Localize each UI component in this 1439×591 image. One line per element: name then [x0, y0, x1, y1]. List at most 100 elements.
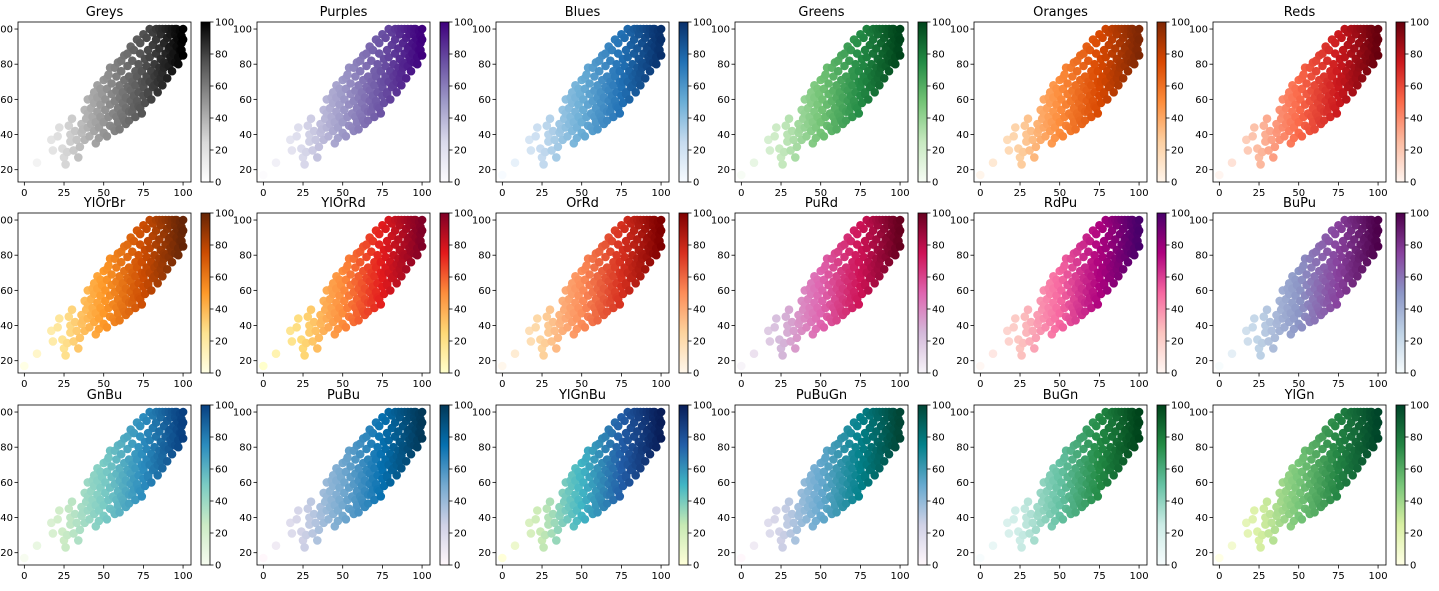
scatter-point [1134, 418, 1144, 427]
scatter-point [107, 79, 116, 88]
scatter-point [308, 337, 317, 346]
scatter-point [846, 428, 856, 438]
scatter-point [656, 24, 666, 34]
colorbar-gradient [200, 404, 211, 566]
scatter-point [846, 236, 856, 246]
scatter-points [259, 407, 427, 563]
scatter-point [772, 123, 781, 132]
x-tick-label: 100 [1130, 379, 1149, 390]
x-tick-label: 50 [575, 188, 588, 199]
x-tick-label: 75 [1093, 188, 1106, 199]
x-tick-label: 75 [137, 379, 150, 390]
scatter-point [1084, 56, 1093, 65]
scatter-point [778, 543, 787, 552]
scatter-point [1242, 135, 1251, 145]
scatter-point [1373, 35, 1383, 44]
scatter-point [397, 272, 406, 281]
scatter-point [1248, 132, 1257, 141]
x-tick-label: 25 [58, 188, 71, 199]
y-tick-label: 100 [950, 216, 969, 227]
scatter-point [976, 170, 985, 180]
scatter-point [1087, 303, 1096, 313]
scatter-point [341, 132, 351, 141]
scatter-point [580, 132, 590, 141]
scatter-point [656, 226, 666, 235]
scatter-point [140, 98, 150, 108]
scatter-point [786, 146, 795, 155]
scatter-point [895, 434, 905, 443]
scatter-point [1134, 51, 1144, 60]
scatter-point [620, 33, 629, 43]
colorbar-tick-label: 60 [215, 82, 228, 93]
scatter-point [401, 74, 411, 83]
colorbar-tick-label: 0 [693, 178, 699, 189]
scatter-point [124, 116, 134, 125]
panel-title: OrRd [566, 196, 599, 211]
axes-frame [17, 21, 192, 183]
x-tick-label: 100 [413, 571, 432, 582]
panel-title: RdPu [1044, 196, 1077, 211]
scatter-point [1323, 56, 1332, 65]
colorbar-gradient [917, 21, 928, 183]
scatter-point [607, 45, 617, 55]
scatter-point [593, 316, 602, 325]
scatter-point [1101, 243, 1110, 253]
scatter-point [1079, 240, 1088, 249]
x-tick-label: 0 [738, 379, 744, 390]
y-tick-label: 80 [1195, 443, 1208, 454]
y-tick-label: 20 [478, 548, 491, 559]
x-tick-label: 100 [891, 379, 910, 390]
scatter-point [862, 52, 871, 62]
scatter-point [1025, 337, 1034, 346]
scatter-point [271, 158, 281, 167]
scatter-point [363, 116, 373, 125]
scatter-point [53, 515, 62, 524]
scatter-point [178, 35, 188, 44]
scatter-point [162, 457, 172, 466]
x-tick-label: 0 [1216, 188, 1222, 199]
scatter-point [368, 428, 378, 438]
scatter-point [1134, 24, 1144, 34]
colorbar-tick-label: 100 [693, 401, 712, 412]
scatter-point [397, 464, 406, 473]
y-tick-label: 60 [1195, 95, 1208, 106]
scatter-point [1373, 51, 1383, 60]
scatter-point [606, 439, 615, 449]
scatter-point [368, 236, 378, 246]
scatter-point [128, 56, 137, 65]
panel-greys: Greys 0 25 50 75 100 20 40 60 80 100 0 20 40 60 80 100 [0, 5, 234, 199]
y-tick-label: 80 [478, 251, 491, 262]
scatter-point [381, 224, 390, 234]
colorbar-tick-label: 60 [1171, 82, 1184, 93]
x-tick-label: 75 [1332, 188, 1345, 199]
scatter-point [32, 541, 42, 550]
colorbar-tick-label: 80 [1410, 241, 1423, 252]
y-tick-label: 100 [711, 25, 730, 36]
colorbar-tick-label: 20 [1171, 337, 1184, 348]
scatter-point [1071, 125, 1080, 134]
axes-frame [256, 21, 431, 183]
x-tick-label: 100 [652, 188, 671, 199]
scatter-point [72, 326, 81, 336]
scatter-point [1227, 158, 1237, 167]
panel-purd: PuRd 0 25 50 75 100 20 40 60 80 100 0 20 40 60 80 100 [711, 196, 951, 390]
y-tick-label: 80 [956, 251, 969, 262]
scatter-point [533, 506, 542, 515]
scatter-point [1071, 316, 1080, 325]
scatter-point [1357, 74, 1367, 83]
scatter-point [840, 432, 849, 441]
y-tick-label: 80 [0, 251, 13, 262]
scatter-point [392, 279, 402, 288]
scatter-points [498, 24, 666, 180]
scatter-point [631, 88, 640, 97]
scatter-point [1025, 529, 1034, 538]
y-tick-label: 40 [717, 321, 730, 332]
scatter-point [1342, 95, 1351, 104]
scatter-point [313, 536, 322, 545]
scatter-point [1090, 59, 1099, 69]
scatter-point [1063, 462, 1072, 471]
colorbar-tick-label: 60 [215, 273, 228, 284]
x-tick-label: 100 [652, 379, 671, 390]
scatter-point [1248, 323, 1257, 332]
